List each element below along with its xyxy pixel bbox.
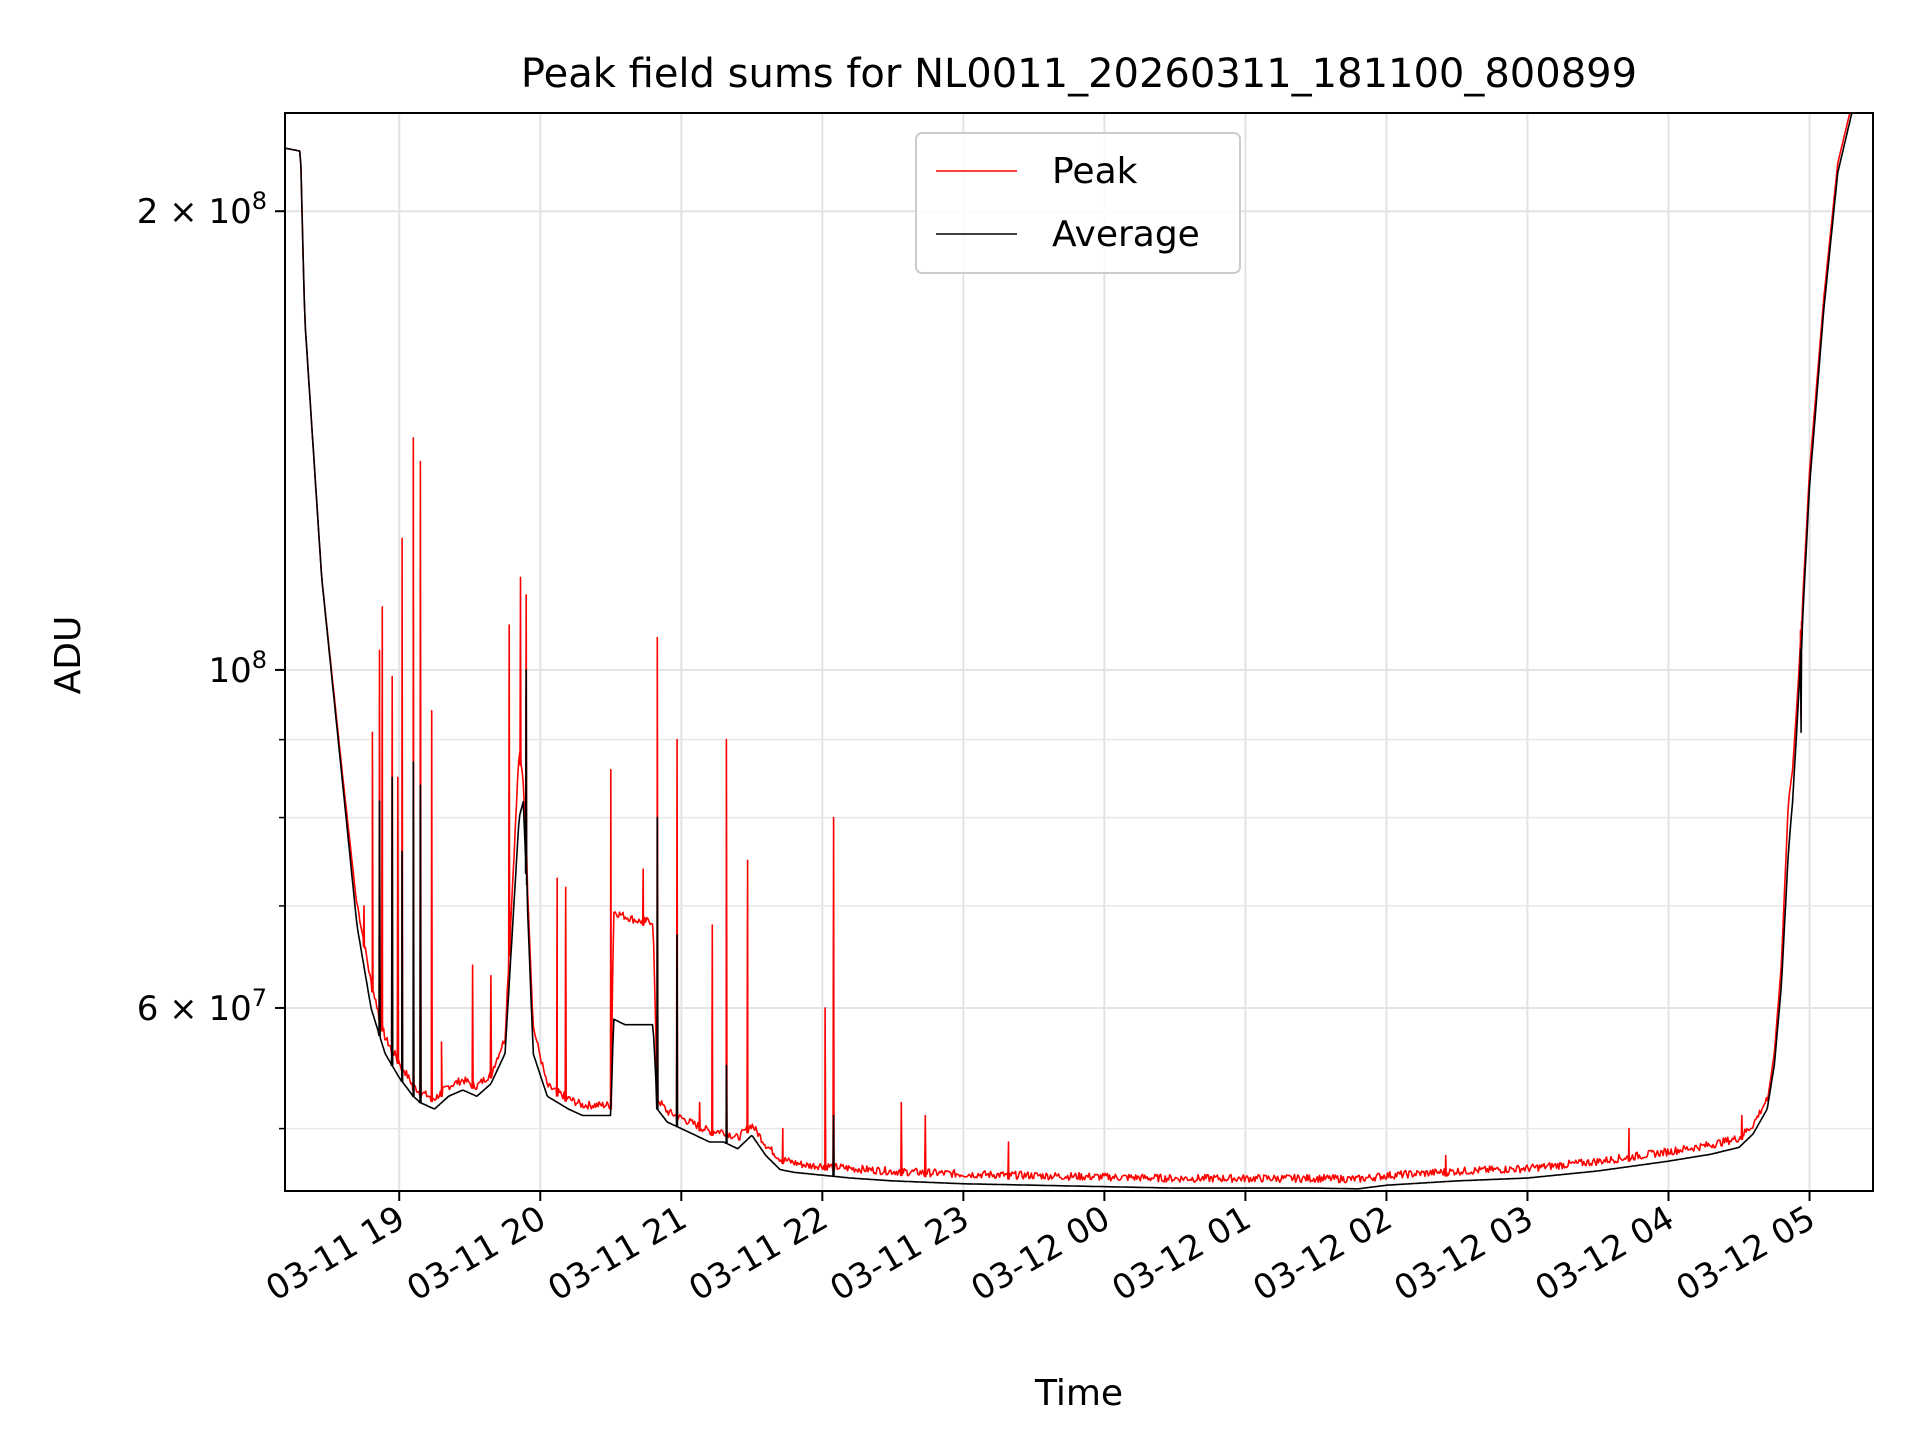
y-tick-label: 2 × 108 [137, 187, 267, 232]
legend-label-peak: Peak [1052, 151, 1138, 192]
y-axis: 108 6 × 107 2 × 108 [137, 187, 285, 1130]
axes-frame [284, 112, 1874, 1192]
y-tick-label: 108 [208, 646, 267, 691]
chart-title: Peak field sums for NL0011_20260311_1811… [521, 51, 1637, 97]
series-group [285, 113, 1854, 1190]
legend-label-average: Average [1052, 214, 1200, 255]
legend-box [915, 132, 1241, 274]
series-line-average [285, 113, 1854, 1190]
legend: Peak Average [915, 132, 1241, 274]
y-axis-label: ADU [48, 616, 89, 695]
series-line-peak [285, 113, 1851, 1184]
x-axis-label: Time [1034, 1373, 1123, 1414]
y-tick-label: 6 × 107 [137, 984, 267, 1029]
